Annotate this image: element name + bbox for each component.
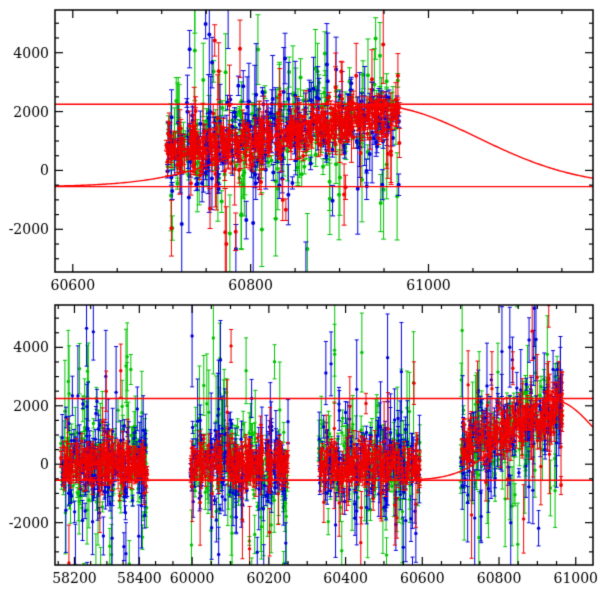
bottom-panel-chart [0,300,600,600]
top-panel-chart [0,0,600,300]
